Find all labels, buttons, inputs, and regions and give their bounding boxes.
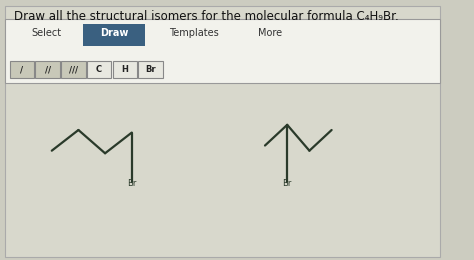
FancyBboxPatch shape: [138, 61, 163, 78]
Text: Draw: Draw: [100, 28, 128, 38]
FancyBboxPatch shape: [83, 24, 145, 46]
Text: ///: ///: [69, 65, 78, 74]
FancyBboxPatch shape: [9, 61, 34, 78]
FancyBboxPatch shape: [87, 61, 111, 78]
Text: Select: Select: [32, 28, 62, 38]
Text: Br: Br: [283, 179, 292, 188]
Text: Templates: Templates: [170, 28, 219, 38]
Text: /: /: [20, 65, 23, 74]
FancyBboxPatch shape: [113, 61, 137, 78]
FancyBboxPatch shape: [61, 61, 85, 78]
FancyBboxPatch shape: [5, 19, 440, 83]
Text: C: C: [96, 65, 102, 74]
Text: Br: Br: [146, 65, 156, 74]
FancyBboxPatch shape: [36, 61, 60, 78]
Text: Br: Br: [127, 179, 137, 188]
Text: Draw all the structural isomers for the molecular formula C₄H₉Br.: Draw all the structural isomers for the …: [14, 10, 399, 23]
Text: //: //: [45, 65, 51, 74]
Text: H: H: [121, 65, 128, 74]
Text: More: More: [258, 28, 283, 38]
FancyBboxPatch shape: [5, 6, 440, 257]
